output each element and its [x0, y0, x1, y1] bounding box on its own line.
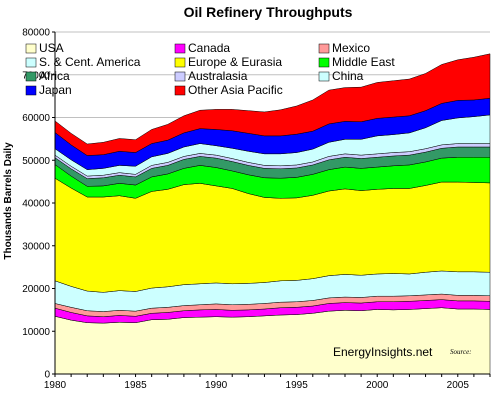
legend-swatch-china — [318, 71, 330, 82]
legend-label-africa: Africa — [39, 69, 70, 83]
y-tick-label-10000: 10000 — [22, 327, 50, 338]
x-tick-label-2005: 2005 — [447, 380, 470, 391]
y-tick-label-30000: 30000 — [22, 241, 50, 252]
x-tick-label-1995: 1995 — [286, 380, 309, 391]
legend-label-australasia: Australasia — [188, 69, 248, 83]
legend-label-middle-east: Middle East — [332, 55, 395, 69]
legend-swatch-australasia — [174, 71, 186, 82]
legend-swatch-s-cent-america — [25, 57, 37, 68]
legend-label-china: China — [332, 69, 364, 83]
legend-label-canada: Canada — [188, 41, 230, 55]
legend-swatch-canada — [174, 43, 186, 54]
legend-label-s-cent-america: S. & Cent. America — [39, 55, 141, 69]
y-tick-label-70000: 70000 — [22, 70, 50, 81]
legend-label-usa: USA — [39, 41, 64, 55]
tick-labels: 0 10000 20000 30000 40000 50000 60000 70000 8000… — [22, 28, 469, 392]
legend-swatch-europe-eurasia — [174, 57, 186, 68]
y-axis-title: Thousands Barrels Daily — [3, 142, 14, 260]
legend-label-europe-eurasia: Europe & Eurasia — [188, 55, 282, 69]
x-tick-label-1985: 1985 — [124, 380, 147, 391]
legend-swatch-japan — [25, 85, 37, 96]
y-tick-label-50000: 50000 — [22, 156, 50, 167]
legend-label-mexico: Mexico — [332, 41, 370, 55]
axes — [52, 31, 491, 377]
legend-swatch-middle-east — [318, 57, 330, 68]
x-tick-label-2000: 2000 — [366, 380, 389, 391]
y-tick-label-40000: 40000 — [22, 199, 50, 210]
chart-title: Oil Refinery Throughputs — [184, 4, 353, 20]
legend-swatch-usa — [25, 43, 37, 54]
y-tick-label-20000: 20000 — [22, 284, 50, 295]
legend-swatch-africa — [25, 71, 37, 82]
x-tick-label-1990: 1990 — [205, 380, 228, 391]
area-other-asia-pacific — [54, 53, 491, 156]
legend-swatch-mexico — [318, 43, 330, 54]
stacked-areas — [54, 53, 491, 375]
y-tick-label-60000: 60000 — [22, 113, 50, 124]
legend-label-other-asia-pacific: Other Asia Pacific — [188, 83, 283, 97]
x-tick-label-1980: 1980 — [44, 380, 67, 391]
source-label: Source: — [450, 348, 472, 356]
source-annotation: EnergyInsights.net — [333, 345, 433, 359]
y-tick-label-0: 0 — [44, 370, 50, 381]
legend-label-japan: Japan — [39, 83, 72, 97]
legend-swatch-other-asia-pacific — [174, 85, 186, 96]
y-tick-label-80000: 80000 — [22, 28, 50, 39]
